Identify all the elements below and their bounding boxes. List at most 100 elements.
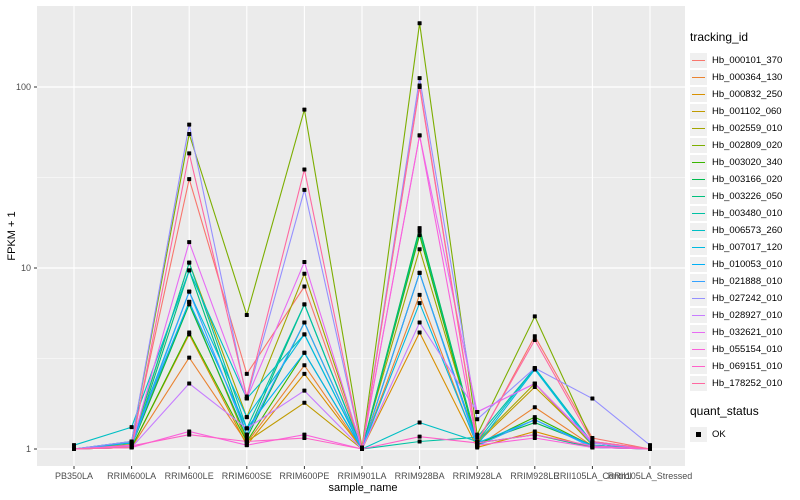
data-point (302, 363, 307, 368)
data-point (129, 425, 134, 430)
legend-entry-label: Hb_000101_370 (712, 55, 783, 66)
legend-entry-label: Hb_027242_010 (712, 293, 783, 304)
data-points (72, 21, 652, 451)
legend-entry-Hb_003226_050: Hb_003226_050 (690, 188, 798, 205)
gridlines (37, 6, 685, 466)
legend-key-box (690, 274, 707, 289)
legend-entry-label: Hb_007017_120 (712, 242, 783, 253)
series-line-icon (692, 179, 705, 180)
legend-entry-label: Hb_002809_020 (712, 140, 783, 151)
data-point (187, 330, 192, 335)
data-point (475, 439, 480, 444)
series-line-icon (692, 349, 705, 350)
legend-entry-quant-ok: OK (690, 426, 798, 443)
x-tick-label: RRIM928LA (453, 471, 502, 481)
data-point (475, 410, 480, 415)
legend-entry-label: Hb_001102_060 (712, 106, 782, 117)
legend-entry-Hb_006573_260: Hb_006573_260 (690, 222, 798, 239)
y-tick-label: 1 (26, 444, 31, 454)
legend-key-box (690, 427, 707, 442)
series-line-icon (692, 60, 705, 61)
legend-entry-label: Hb_003020_340 (712, 157, 783, 168)
legend-key-box (690, 257, 707, 272)
legend-key-box (690, 155, 707, 170)
data-point (590, 439, 595, 444)
legend-key-box (690, 240, 707, 255)
legend-entry-label: Hb_000832_250 (712, 89, 783, 100)
legend-key-box (690, 87, 707, 102)
series-line-icon (692, 162, 705, 163)
legend-entry-Hb_069151_010: Hb_069151_010 (690, 358, 798, 375)
legend-key-box (690, 342, 707, 357)
legend-title-quant-status: quant_status (690, 404, 759, 418)
series-line-icon (692, 298, 705, 299)
data-point (187, 268, 192, 273)
y-tick-label: 100 (16, 82, 31, 92)
data-point (244, 312, 249, 317)
legend-entry-label: Hb_028927_010 (712, 310, 783, 321)
data-point (187, 432, 192, 437)
series-line-icon (692, 94, 705, 95)
data-point (360, 447, 364, 451)
data-point (417, 330, 422, 335)
x-tick-label: RRII105LA_Stressed (608, 471, 693, 481)
legend-entry-label: Hb_003480_010 (712, 208, 783, 219)
legend-entry-label: Hb_069151_010 (712, 361, 783, 372)
legend-key-box (690, 206, 707, 221)
series-line-icon (692, 247, 705, 248)
data-point (72, 447, 76, 451)
legend-entry-Hb_001102_060: Hb_001102_060 (690, 103, 798, 120)
legend-entry-label: OK (712, 429, 726, 440)
x-tick-label: RRIM928BA (395, 471, 445, 481)
legend-entry-Hb_000364_130: Hb_000364_130 (690, 69, 798, 86)
data-point (302, 167, 307, 172)
panel-background (37, 6, 685, 466)
data-point (302, 332, 307, 337)
data-point (187, 177, 192, 182)
data-point (302, 320, 307, 325)
series-line-icon (692, 230, 705, 231)
data-point (244, 432, 249, 437)
x-tick-label: RRIM600LE (165, 471, 214, 481)
legend-entry-Hb_010053_010: Hb_010053_010 (690, 256, 798, 273)
data-point (475, 435, 480, 440)
data-point (532, 417, 537, 422)
x-tick-label: RRIM600LA (107, 471, 156, 481)
legend-key-box (690, 189, 707, 204)
data-point (590, 436, 595, 441)
legend-key-box (690, 223, 707, 238)
data-point (532, 429, 537, 434)
data-point (532, 366, 537, 371)
legend-entry-label: Hb_055154_010 (712, 344, 783, 355)
data-point (648, 443, 652, 448)
data-point (302, 432, 307, 437)
x-tick-label: RRIM901LA (337, 471, 386, 481)
data-point (244, 394, 249, 399)
series-line-icon (692, 332, 705, 333)
x-axis-title: sample_name (328, 482, 397, 494)
data-point (244, 371, 249, 376)
series-line-icon (692, 383, 705, 384)
data-point (129, 445, 134, 450)
legend-entry-Hb_055154_010: Hb_055154_010 (690, 341, 798, 358)
legend-entry-Hb_007017_120: Hb_007017_120 (690, 239, 798, 256)
data-point (187, 429, 192, 434)
legend-entry-label: Hb_006573_260 (712, 225, 783, 236)
data-point (244, 415, 249, 420)
data-point (532, 405, 537, 410)
x-tick-label: RRIM928LE (510, 471, 559, 481)
data-point (532, 334, 537, 339)
data-point (417, 292, 422, 297)
legend-entry-label: Hb_003226_050 (712, 191, 783, 202)
legend-entry-Hb_000101_370: Hb_000101_370 (690, 52, 798, 69)
series-line-icon (692, 77, 705, 78)
legend-key-box (690, 376, 707, 391)
data-point (417, 270, 422, 275)
legend-entry-Hb_027242_010: Hb_027242_010 (690, 290, 798, 307)
data-point (417, 439, 422, 444)
data-point (302, 107, 307, 112)
data-point (72, 443, 76, 448)
data-point (187, 381, 192, 386)
